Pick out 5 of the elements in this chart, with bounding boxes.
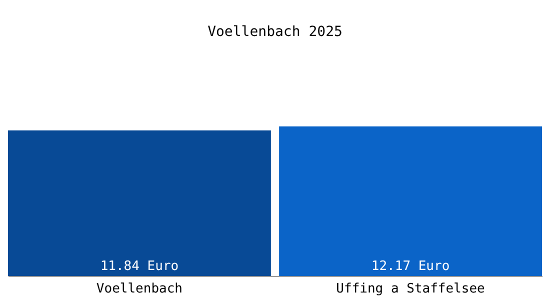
data-label: 11.84 Euro	[100, 259, 179, 274]
data-label: 12.17 Euro	[371, 259, 450, 274]
x-tick-label: Uffing a Staffelsee	[336, 282, 486, 296]
chart-title: Voellenbach 2025	[208, 24, 342, 40]
x-tick-label: Voellenbach	[96, 282, 183, 296]
